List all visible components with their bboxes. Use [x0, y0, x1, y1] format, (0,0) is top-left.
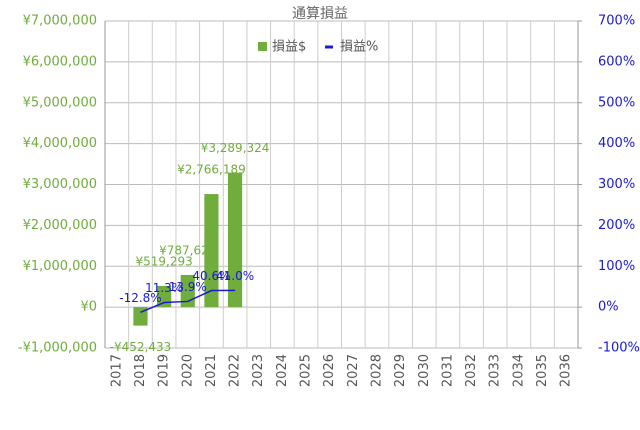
y2-tick-label: 700% — [598, 14, 635, 29]
y2-tick-label: 300% — [598, 177, 635, 192]
x-tick-label: 2035 — [535, 354, 550, 387]
x-tick-label: 2020 — [180, 354, 195, 387]
line-value-label: 40.6% — [192, 269, 230, 283]
x-tick-label: 2022 — [228, 354, 243, 387]
y-tick-label: ¥3,000,000 — [23, 177, 97, 192]
x-tick-label: 2019 — [157, 354, 172, 387]
x-tick-label: 2021 — [204, 354, 219, 387]
y2-tick-label: 500% — [598, 95, 635, 110]
line-value-label: -12.8% — [119, 291, 161, 305]
y2-tick-label: 0% — [598, 300, 619, 315]
y-tick-label: -¥1,000,000 — [18, 341, 97, 356]
y2-tick-label: 100% — [598, 259, 635, 274]
line — [140, 289, 236, 314]
bar-value-label: ¥787,621 — [159, 243, 216, 257]
y-tick-label: ¥6,000,000 — [23, 54, 97, 69]
x-tick-label: 2032 — [464, 354, 479, 387]
bar-value-label: ¥3,289,324 — [201, 141, 270, 155]
bar — [133, 307, 148, 326]
y2-tick-label: 200% — [598, 218, 635, 233]
bar — [227, 172, 243, 308]
line-value-label: 13.9% — [169, 280, 207, 294]
bar — [204, 194, 219, 308]
y2-tick-label: -100% — [598, 341, 640, 356]
x-tick-label: 2030 — [417, 354, 432, 387]
y-tick-label: ¥0 — [80, 300, 97, 315]
y-tick-label: ¥4,000,000 — [23, 136, 97, 151]
x-tick-label: 2028 — [369, 354, 384, 387]
y-tick-label: ¥7,000,000 — [23, 14, 97, 29]
x-tick-label: 2029 — [393, 354, 408, 387]
chart-title: 通算損益 — [292, 6, 348, 22]
x-tick-label: 2036 — [559, 354, 574, 387]
x-tick-label: 2033 — [488, 354, 503, 387]
line-value-label: 11.3% — [145, 281, 183, 295]
x-tick-label: 2017 — [109, 354, 124, 387]
y-tick-label: ¥5,000,000 — [23, 95, 97, 110]
x-tick-label: 2034 — [511, 354, 526, 387]
x-tick-label: 2027 — [346, 354, 361, 387]
legend-swatch — [258, 42, 267, 51]
bar-value-label: ¥2,766,189 — [177, 163, 246, 177]
legend-label: 損益$ — [272, 40, 306, 55]
x-tick-label: 2024 — [275, 354, 290, 387]
bar-value-label: -¥452,433 — [110, 340, 172, 354]
y-tick-label: ¥2,000,000 — [23, 218, 97, 233]
x-tick-label: 2031 — [440, 354, 455, 387]
line-value-label: 41.0% — [216, 269, 254, 283]
y2-tick-label: 600% — [598, 54, 635, 69]
bar-value-label: ¥519,293 — [135, 254, 192, 268]
x-tick-label: 2018 — [133, 354, 148, 387]
x-tick-label: 2026 — [322, 354, 337, 387]
x-tick-label: 2023 — [251, 354, 266, 387]
y-tick-label: ¥1,000,000 — [23, 259, 97, 274]
y2-tick-label: 400% — [598, 136, 635, 151]
legend-label: 損益% — [340, 40, 378, 55]
x-tick-label: 2025 — [299, 354, 314, 387]
